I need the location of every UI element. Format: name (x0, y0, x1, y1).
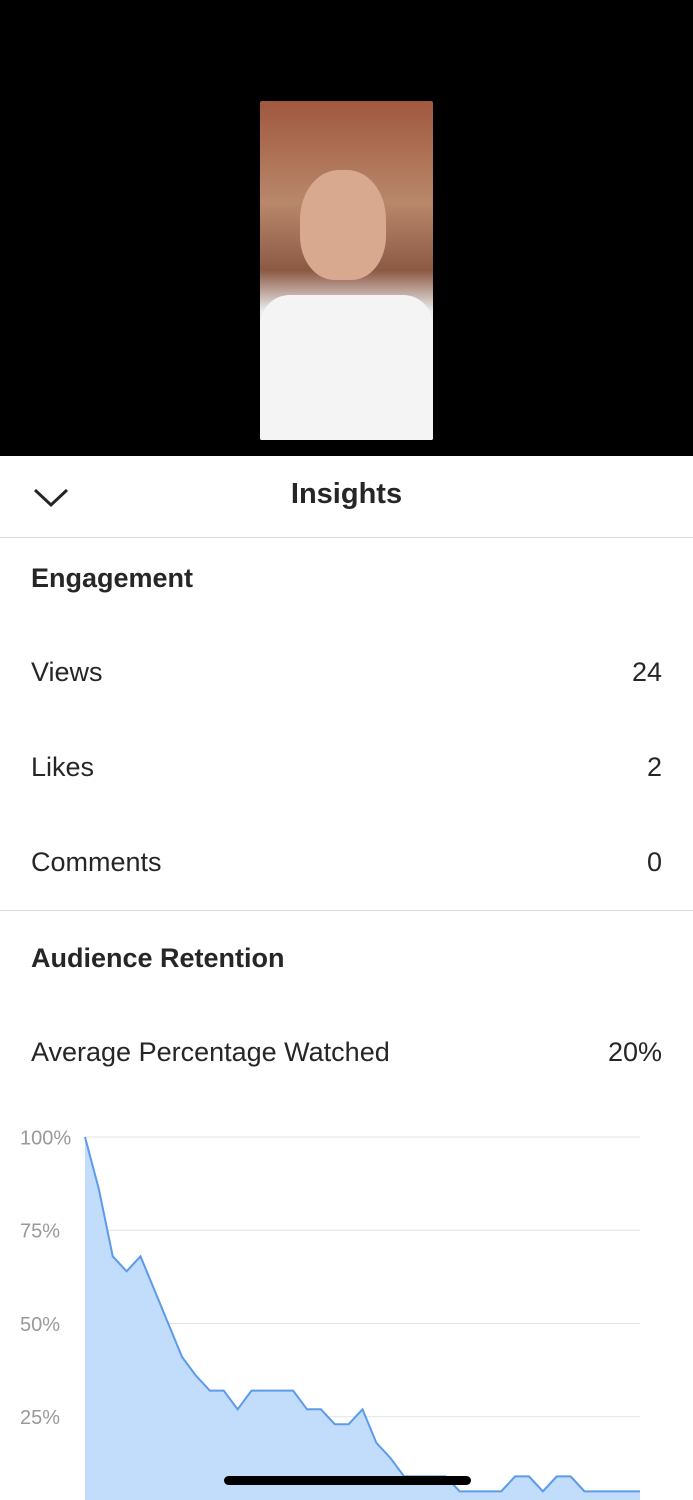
home-indicator (224, 1476, 471, 1485)
collapse-button[interactable] (32, 484, 70, 510)
chevron-icon (33, 488, 69, 508)
stat-row: Comments 0 (31, 847, 662, 878)
stat-label: Views (31, 657, 103, 687)
stat-value: 20% (607, 1037, 662, 1067)
y-tick-label: 100% (20, 1127, 71, 1149)
stat-label: Average Percentage Watched (31, 1037, 390, 1067)
section-title: Audience Retention (31, 943, 285, 973)
stat-value: 0 (646, 847, 662, 877)
y-tick-label: 25% (20, 1407, 60, 1429)
stat-row: Views 24 (31, 657, 662, 688)
stat-value: 2 (646, 752, 662, 782)
area-fill (85, 1137, 640, 1500)
y-tick-label: 75% (20, 1221, 60, 1243)
thumbnail-face (300, 170, 386, 280)
divider (0, 910, 693, 911)
header-bar (0, 456, 693, 538)
stat-value: 24 (631, 657, 662, 687)
stat-label: Comments (31, 847, 162, 877)
area-line (84, 1136, 640, 1493)
y-tick-label: 50% (20, 1314, 60, 1336)
thumbnail-figure (260, 295, 433, 440)
stat-label: Likes (31, 752, 95, 782)
retention-chart: 25% 50% 75% 100% (20, 1127, 640, 1500)
section-title: Engagement (31, 563, 194, 593)
header-title: Insights (290, 478, 403, 510)
stat-row: Average Percentage Watched 20% (31, 1037, 662, 1068)
stat-row: Likes 2 (31, 752, 662, 783)
